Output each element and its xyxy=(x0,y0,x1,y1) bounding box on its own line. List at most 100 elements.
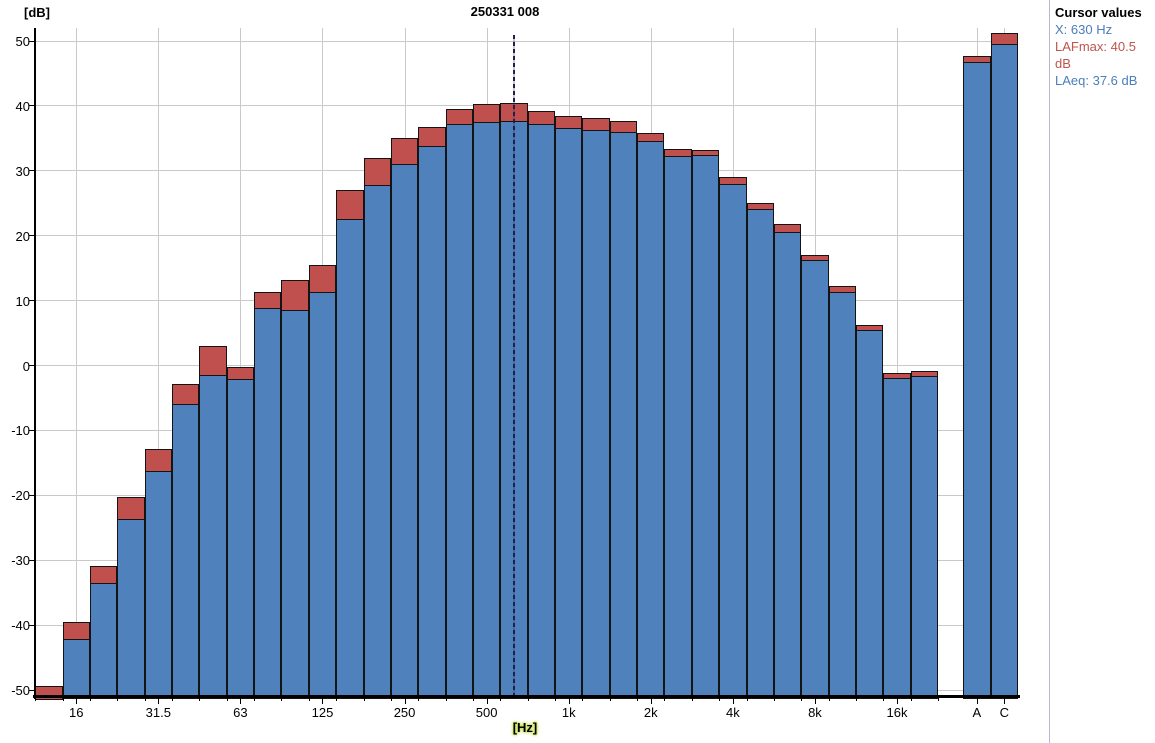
x-minor-tick xyxy=(746,698,748,701)
spectrum-bar-40-lafmax[interactable] xyxy=(172,383,200,405)
x-minor-tick xyxy=(172,698,173,701)
y-tick xyxy=(29,300,35,302)
spectrum-bar-50-lafmax[interactable] xyxy=(199,346,227,377)
spectrum-bar-800-laeq[interactable] xyxy=(527,124,556,699)
x-tick xyxy=(486,698,488,704)
y-tick xyxy=(29,365,35,366)
spectrum-bar-63-laeq[interactable] xyxy=(226,379,255,699)
spectrum-bar-63-lafmax[interactable] xyxy=(226,366,255,381)
x-minor-tick xyxy=(336,698,338,701)
gridline-horizontal xyxy=(35,40,1018,42)
y-tick-label: -10 xyxy=(11,423,30,439)
spectrum-bar-250-lafmax[interactable] xyxy=(390,138,419,166)
spectrum-bar-C-laeq[interactable] xyxy=(990,44,1018,699)
y-tick-label: -40 xyxy=(11,618,30,634)
spectrum-bar-2k-laeq[interactable] xyxy=(637,140,665,699)
spectrum-bar-31.5-lafmax[interactable] xyxy=(144,448,172,473)
spectrum-bar-315-laeq[interactable] xyxy=(418,146,446,699)
spectrum-bar-25-lafmax[interactable] xyxy=(117,496,145,520)
cursor-line[interactable] xyxy=(513,35,515,697)
spectrum-bar-5k-laeq[interactable] xyxy=(746,209,774,699)
spectrum-bar-160-laeq[interactable] xyxy=(336,218,364,699)
spectrum-bar-200-lafmax[interactable] xyxy=(363,158,391,187)
x-axis-unit-label[interactable]: [Hz] xyxy=(512,720,538,735)
x-tick-label: 125 xyxy=(311,705,334,720)
y-tick-label: -30 xyxy=(11,553,30,569)
spectrum-bar-20-lafmax[interactable] xyxy=(89,566,118,584)
x-tick-label: 250 xyxy=(393,705,416,720)
x-minor-tick xyxy=(199,698,201,701)
x-tick xyxy=(76,698,78,704)
spectrum-bar-160-lafmax[interactable] xyxy=(336,189,364,220)
x-minor-tick xyxy=(472,698,474,701)
x-minor-tick xyxy=(390,698,392,701)
x-tick-label: 1k xyxy=(561,705,576,720)
y-tick xyxy=(29,105,35,107)
x-minor-tick xyxy=(719,698,721,701)
y-tick xyxy=(29,170,35,172)
x-tick-label: 16k xyxy=(886,705,908,720)
x-minor-tick xyxy=(856,698,857,701)
spectrum-bar-8k-laeq[interactable] xyxy=(801,259,829,699)
spectrum-bar-100-laeq[interactable] xyxy=(281,309,309,699)
chart-plot-area[interactable]: 50 40 30 20 10 0 -10 -20 -30 -40 -50 16 31.5 63 125 250… xyxy=(0,0,1048,743)
spectrum-bar-20-laeq[interactable] xyxy=(89,582,118,699)
spectrum-bar-12.5k-laeq[interactable] xyxy=(856,329,884,699)
x-minor-tick xyxy=(637,698,639,701)
spectrum-bar-1k-laeq[interactable] xyxy=(555,127,583,699)
y-tick xyxy=(29,494,35,496)
spectrum-bar-16k-laeq[interactable] xyxy=(883,378,911,699)
x-tick-label: 16 xyxy=(69,705,84,720)
x-minor-tick xyxy=(308,698,310,701)
spectrum-bar-250-laeq[interactable] xyxy=(390,164,419,699)
x-minor-tick xyxy=(144,698,146,701)
x-tick xyxy=(1004,698,1006,704)
spectrum-bar-25-laeq[interactable] xyxy=(117,518,145,699)
y-tick xyxy=(29,40,35,42)
x-minor-tick xyxy=(582,698,584,701)
spectrum-bar-500-laeq[interactable] xyxy=(472,122,501,699)
spectrum-bar-1.6k-laeq[interactable] xyxy=(609,131,638,699)
y-axis-unit-label: [dB] xyxy=(24,5,50,20)
spectrum-bar-6.3k-laeq[interactable] xyxy=(773,231,802,699)
x-minor-tick xyxy=(691,698,693,701)
y-tick-label: 0 xyxy=(22,358,30,374)
gridline-vertical xyxy=(158,28,160,697)
spectrum-bar-400-lafmax[interactable] xyxy=(445,109,473,126)
spectrum-bar-125-laeq[interactable] xyxy=(308,292,337,699)
spectrum-bar-800-lafmax[interactable] xyxy=(527,111,556,126)
x-tick xyxy=(732,698,734,704)
y-tick xyxy=(29,689,35,691)
panel-divider xyxy=(1049,0,1050,743)
spectrum-bar-80-laeq[interactable] xyxy=(254,307,282,699)
spectrum-bar-50-laeq[interactable] xyxy=(199,375,227,699)
x-tick-label: A xyxy=(972,705,982,720)
spectrum-bar-80-lafmax[interactable] xyxy=(254,291,282,309)
spectrum-bar-400-laeq[interactable] xyxy=(445,124,473,699)
x-minor-tick xyxy=(35,698,37,701)
spectrum-bar-500-lafmax[interactable] xyxy=(472,103,501,124)
chart-title: 250331 008 xyxy=(470,4,540,19)
x-minor-tick xyxy=(910,698,912,701)
spectrum-bar-315-lafmax[interactable] xyxy=(418,126,446,148)
x-tick xyxy=(814,698,816,704)
spectrum-bar-16-laeq[interactable] xyxy=(62,639,90,699)
spectrum-bar-1.25k-laeq[interactable] xyxy=(582,129,610,699)
spectrum-bar-100-lafmax[interactable] xyxy=(281,280,309,311)
spectrum-bar-16-lafmax[interactable] xyxy=(62,621,90,641)
spectrum-bar-125-lafmax[interactable] xyxy=(308,264,337,294)
x-minor-tick xyxy=(883,698,885,701)
spectrum-bar-A-laeq[interactable] xyxy=(963,62,991,699)
x-minor-tick xyxy=(62,698,64,701)
spectrum-bar-31.5-laeq[interactable] xyxy=(144,471,172,699)
cursor-panel-title: Cursor values xyxy=(1055,5,1142,20)
x-tick-label: 63 xyxy=(233,705,248,720)
spectrum-bar-200-laeq[interactable] xyxy=(363,185,391,699)
cursor-x-value: X: 630 Hz xyxy=(1055,22,1113,37)
spectrum-bar-10k-laeq[interactable] xyxy=(828,291,856,699)
spectrum-bar-20k-laeq[interactable] xyxy=(910,375,939,699)
spectrum-bar-4k-laeq[interactable] xyxy=(719,183,747,699)
spectrum-bar-2.5k-laeq[interactable] xyxy=(664,155,692,699)
spectrum-bar-40-laeq[interactable] xyxy=(172,403,200,699)
spectrum-bar-3.15k-laeq[interactable] xyxy=(691,155,720,699)
